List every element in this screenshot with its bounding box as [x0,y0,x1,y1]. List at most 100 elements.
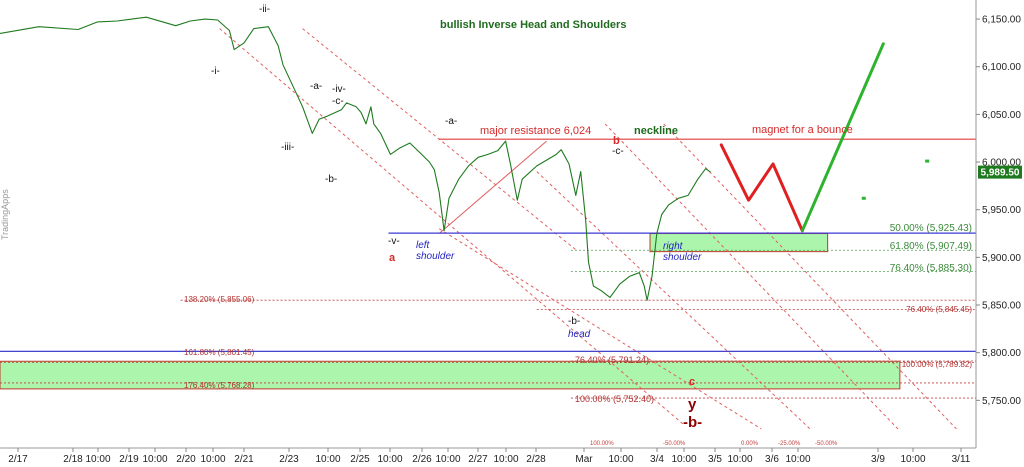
fib-764-label: 76.40% (5,885.30) [890,263,972,274]
y-label: y [688,396,697,413]
channel-n50-label: -50.00% [815,441,838,447]
channel-100-label: 100.00% [590,441,614,447]
time-tick-label-27: 3/11 [952,454,971,465]
red-a-label: a [389,252,396,264]
fib-100a-label: 100.00% (5,789.82) [902,360,973,369]
wave-a2-label: -a- [445,116,457,127]
price-tick-label-5: 5,900.00 [982,253,1021,264]
time-axis: 2/17 2/18 10:00 2/19 10:00 2/20 10:00 2/21 2/23 1… [8,448,971,465]
price-tick-label-8: 5,750.00 [982,396,1021,407]
time-tick-label-22: 10:00 [727,454,752,465]
wave-a1-label: -a- [310,81,322,92]
projection-layer [719,42,930,233]
left-shoulder-line-1: left [416,240,431,251]
last-price-box [978,165,1022,179]
channel-line-4 [604,123,899,430]
b-big-label: -b- [683,414,702,431]
price-tick-label-2: 6,050.00 [982,110,1021,121]
channel-25-label: -25.00% [778,441,801,447]
red-b-label: b [613,135,620,147]
price-tick-label-7: 5,800.00 [982,348,1021,359]
time-tick-label-23: 3/6 [765,454,779,465]
red-c-label: c [689,376,695,388]
fib-1764-label: 176.40% (5,768.28) [184,381,255,390]
fib-100b-label: 100.00% (5,752.40) [575,394,654,404]
fib-1382-label: 138.20% (5,855.06) [184,295,255,304]
time-tick-label-1: 2/18 [63,454,83,465]
time-tick-label-6: 10:00 [200,454,225,465]
time-tick-label-13: 10:00 [435,454,460,465]
time-tick-label-4: 10:00 [142,454,167,465]
time-tick-label-9: 10:00 [315,454,340,465]
major-resistance-label: major resistance 6,024 [480,125,591,137]
left-shoulder-label: left shoulder [416,240,455,262]
channel-50-label: -50.00% [663,441,686,447]
time-tick-label-25: 3/9 [871,454,885,465]
channel-line-6 [438,140,547,234]
last-price-label: 5,989.50 [981,168,1020,179]
chart-title: bullish Inverse Head and Shoulders [440,19,626,31]
price-layer [0,16,711,301]
wave-v-label: -v- [388,236,400,247]
fib-618-label: 61.80% (5,907.49) [890,241,972,252]
time-tick-label-11: 10:00 [377,454,402,465]
fib-1618-label: 161.80% (5,801.45) [184,348,255,357]
price-tick-label-6: 5,850.00 [982,301,1021,312]
right-shoulder-line-1: right [663,241,684,252]
time-tick-label-12: 2/26 [412,454,432,465]
wave-c2-label: -c- [612,146,624,157]
fib-764b-label: 76.40% (5,845.45) [906,305,972,314]
time-tick-label-24: 10:00 [785,454,810,465]
dot-1 [861,196,866,200]
left-shoulder-line-2: shoulder [416,251,455,262]
wave-ii-label: -ii- [259,4,270,15]
wave-i-label: -i- [211,66,220,77]
projection-red-path [719,143,804,233]
time-tick-label-17: Mar [575,454,593,465]
time-tick-label-19: 3/4 [650,454,664,465]
projection-green-path [800,42,885,233]
time-tick-label-15: 10:00 [493,454,518,465]
time-tick-label-16: 2/28 [526,454,546,465]
price-tick-label-1: 6,100.00 [982,62,1021,73]
watermark: TradingApps [0,189,10,240]
right-shoulder-line-2: shoulder [663,252,702,263]
dot-0 [925,159,930,163]
hlines-layer [0,138,976,399]
wave-iv-label: -iv- [332,84,346,95]
time-tick-label-10: 2/25 [350,454,370,465]
channel-0-label: 0.00% [741,441,759,447]
time-tick-label-26: 10:00 [900,454,925,465]
zones-layer [0,233,901,390]
time-tick-label-14: 2/27 [468,454,488,465]
wave-c1-label: -c- [332,96,344,107]
wave-b-head-label: -b- [568,316,580,327]
time-tick-label-2: 10:00 [85,454,110,465]
right-shoulder-label: right shoulder [663,241,702,263]
time-tick-label-3: 2/19 [119,454,139,465]
fib-764c-label: 76.40% (5,791.24) [575,355,649,365]
magnet-label: magnet for a bounce [752,124,853,136]
price-tick-label-4: 5,950.00 [982,205,1021,216]
channel-line-5 [663,123,957,430]
time-tick-label-21: 3/5 [708,454,722,465]
time-tick-label-5: 2/20 [176,454,196,465]
wave-b1-label: -b- [325,174,337,185]
price-line [0,16,711,301]
time-tick-label-18: 10:00 [608,454,633,465]
support-zone-1 [0,360,901,390]
price-tick-label-3: 6,000.00 [982,158,1021,169]
neckline-label: neckline [634,125,678,137]
time-tick-label-8: 2/23 [279,454,299,465]
time-tick-label-0: 2/17 [8,454,28,465]
fib-50-label: 50.00% (5,925.43) [890,223,972,234]
time-tick-label-7: 2/21 [234,454,254,465]
price-axis: 6,150.00 6,100.00 6,050.00 6,000.00 5,950.00… [976,15,1021,407]
time-tick-label-20: 10:00 [671,454,696,465]
head-label: head [568,329,591,340]
last-price-tag: 5,989.50 [978,165,1022,179]
wave-iii-label: -iii- [281,142,294,153]
price-tick-label-0: 6,150.00 [982,15,1021,26]
